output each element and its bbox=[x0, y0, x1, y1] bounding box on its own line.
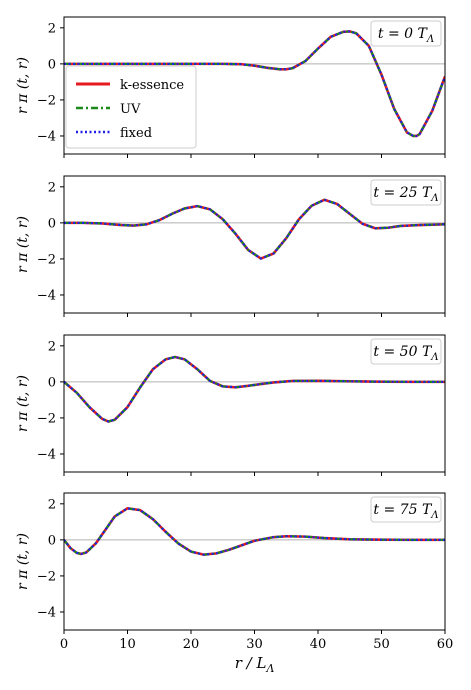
x-tick-label: 40 bbox=[310, 637, 327, 652]
x-tick-label: 30 bbox=[246, 637, 263, 652]
time-box bbox=[370, 20, 442, 47]
y-tick-label: 0 bbox=[48, 216, 56, 231]
series-line-k-essence bbox=[64, 198, 445, 260]
series-line-fixed bbox=[64, 198, 445, 260]
legend-label: UV bbox=[120, 102, 141, 117]
y-tick-label: −4 bbox=[37, 129, 56, 144]
x-tick-label: 50 bbox=[373, 637, 390, 652]
series-line-uv bbox=[64, 198, 445, 260]
y-tick-label: −2 bbox=[37, 569, 56, 584]
y-axis-label: r π (t, r) bbox=[15, 57, 31, 114]
y-tick-label: 2 bbox=[48, 339, 56, 354]
x-axis-label: r / LΛ bbox=[235, 654, 275, 675]
y-tick-label: −4 bbox=[37, 447, 56, 462]
x-tick-label: 60 bbox=[437, 637, 454, 652]
series-line-k-essence bbox=[64, 355, 445, 423]
time-label: t = 50 TΛ bbox=[373, 344, 438, 363]
panel-3: 2 0 −2 −4 r π (t, r) t = 50 TΛ bbox=[15, 334, 446, 476]
y-tick-label: 0 bbox=[48, 375, 56, 390]
y-tick-label: −2 bbox=[37, 93, 56, 108]
y-tick-label: 2 bbox=[48, 21, 56, 36]
time-label: t = 0 TΛ bbox=[378, 26, 434, 45]
panel-1: 2 0 −2 −4 r π (t, r) t = 0 TΛ k-essence UV fixed bbox=[15, 16, 446, 158]
y-axis-label: r π (t, r) bbox=[15, 216, 31, 273]
x-tick-label: 0 bbox=[60, 637, 68, 652]
time-box bbox=[370, 179, 442, 206]
y-tick-label: −2 bbox=[37, 252, 56, 267]
y-axis-label: r π (t, r) bbox=[15, 375, 31, 432]
y-tick-label: 0 bbox=[48, 57, 56, 72]
series-line-fixed bbox=[64, 355, 445, 423]
y-axis-label: r π (t, r) bbox=[15, 533, 31, 590]
series-line-uv bbox=[64, 30, 445, 138]
y-tick-label: −2 bbox=[37, 411, 56, 426]
time-label: t = 75 TΛ bbox=[373, 502, 438, 521]
time-label: t = 25 TΛ bbox=[373, 185, 438, 204]
legend-box bbox=[65, 65, 197, 149]
y-tick-label: 0 bbox=[48, 533, 56, 548]
time-box bbox=[370, 496, 442, 523]
legend-label: fixed bbox=[120, 126, 152, 141]
panel-2: 2 0 −2 −4 r π (t, r) t = 25 TΛ bbox=[15, 175, 446, 317]
series-line-fixed bbox=[64, 507, 445, 556]
y-tick-label: −4 bbox=[37, 288, 56, 303]
legend: k-essence UV fixed bbox=[65, 65, 197, 149]
y-tick-label: 2 bbox=[48, 180, 56, 195]
time-box bbox=[370, 338, 442, 365]
x-tick-label: 20 bbox=[183, 637, 200, 652]
y-tick-label: −4 bbox=[37, 605, 56, 620]
x-tick-label: 10 bbox=[119, 637, 136, 652]
y-tick-label: 2 bbox=[48, 497, 56, 512]
legend-label: k-essence bbox=[120, 78, 184, 93]
